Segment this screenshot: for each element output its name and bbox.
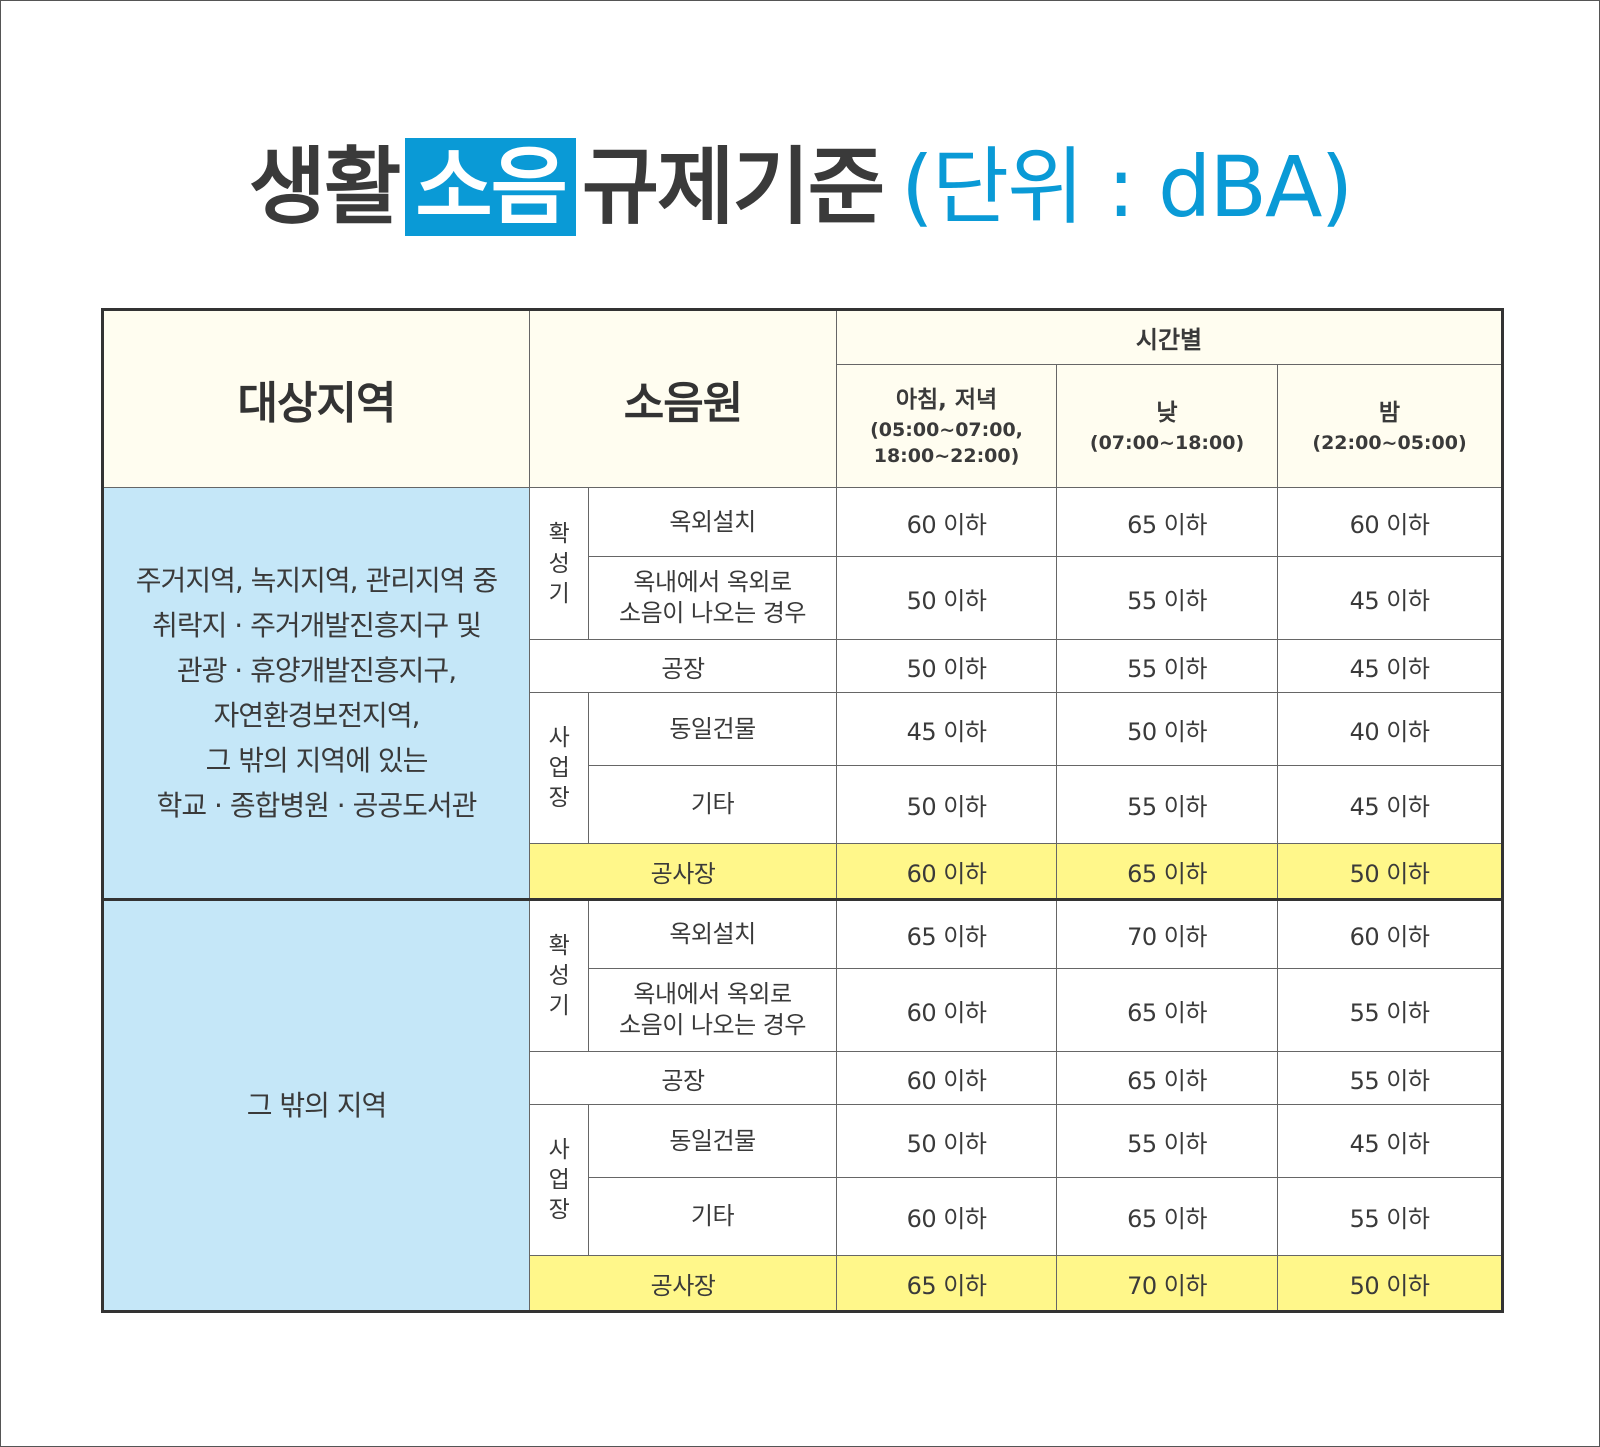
noise-source: 기타 <box>587 1177 838 1256</box>
target-area: 그 밖의 지역 <box>102 898 530 1312</box>
limit-value: 60 이하 <box>836 1051 1058 1105</box>
noise-source: 동일건물 <box>587 1104 838 1178</box>
limit-value: 70 이하 <box>1056 898 1279 969</box>
page-title: 생활 소음 규제기준 (단위 : dBA) <box>0 120 1600 241</box>
limit-value: 50 이하 <box>836 765 1058 844</box>
limit-value: 55 이하 <box>1056 639 1279 693</box>
noise-source: 동일건물 <box>587 692 838 766</box>
table-row: 주거지역, 녹지지역, 관리지역 중 취락지 · 주거개발진흥지구 및 관광 ·… <box>102 487 1504 900</box>
header-period-night: 밤 (22:00~05:00) <box>1277 364 1504 488</box>
noise-source: 옥내에서 옥외로 소음이 나오는 경우 <box>587 556 838 640</box>
limit-value: 65 이하 <box>1056 487 1279 557</box>
table-row: 공장 60 이하 65 이하 55 이하 <box>103 1051 1504 1105</box>
source-group-loudspeaker: 확성기 <box>529 898 589 1052</box>
limit-value: 55 이하 <box>1056 556 1279 640</box>
header-period-day: 낮 (07:00~18:00) <box>1056 364 1279 488</box>
limit-value: 65 이하 <box>1056 1051 1279 1105</box>
limit-value: 60 이하 <box>1277 898 1504 969</box>
header-source: 소음원 <box>528 309 838 488</box>
table-row: 사업장 동일건물 45 이하 50 이하 40 이하 <box>103 692 1504 844</box>
title-part2: 규제기준 <box>581 138 885 236</box>
header-time: 시간별 <box>836 309 1504 365</box>
limit-value: 60 이하 <box>1277 487 1504 557</box>
limit-value: 50 이하 <box>1056 692 1279 766</box>
table-row: 옥내에서 옥외로 소음이 나오는 경우 50 이하 55 이하 45 이하 <box>103 556 1504 640</box>
limit-value: 45 이하 <box>1277 556 1504 640</box>
noise-source: 공사장 <box>528 843 838 900</box>
limit-value: 50 이하 <box>836 1104 1058 1178</box>
limit-value: 45 이하 <box>1277 1104 1504 1178</box>
noise-source: 기타 <box>587 765 838 844</box>
target-area: 주거지역, 녹지지역, 관리지역 중 취락지 · 주거개발진흥지구 및 관광 ·… <box>102 487 530 900</box>
noise-standard-table: 대상지역 소음원 시간별 아침, 저녁 (05:00~07:00, 18:00~2… <box>101 308 1505 1313</box>
table-row: 기타 60 이하 65 이하 55 이하 <box>103 1177 1504 1256</box>
table-row: 그 밖의 지역 확성기 옥외설치 65 이하 70 이하 60 이하 <box>102 898 1504 1312</box>
source-group-workplace: 사업장 <box>529 1104 589 1256</box>
limit-value: 55 이하 <box>1277 1177 1504 1256</box>
table-row: 옥내에서 옥외로 소음이 나오는 경우 60 이하 65 이하 55 이하 <box>103 968 1504 1052</box>
limit-value: 60 이하 <box>836 968 1058 1052</box>
header-area: 대상지역 <box>102 309 530 488</box>
source-group-workplace: 사업장 <box>529 692 589 844</box>
source-group-loudspeaker: 확성기 <box>529 487 589 640</box>
limit-value: 65 이하 <box>836 898 1058 969</box>
limit-value: 65 이하 <box>836 1255 1058 1312</box>
limit-value: 55 이하 <box>1056 1104 1279 1178</box>
limit-value: 65 이하 <box>1056 1177 1279 1256</box>
noise-source: 공장 <box>528 1051 838 1105</box>
limit-value: 45 이하 <box>1277 639 1504 693</box>
table-row: 공장 50 이하 55 이하 45 이하 <box>103 639 1504 693</box>
noise-source: 옥내에서 옥외로 소음이 나오는 경우 <box>587 968 838 1052</box>
noise-source: 공장 <box>528 639 838 693</box>
table-row: 기타 50 이하 55 이하 45 이하 <box>103 765 1504 844</box>
limit-value: 50 이하 <box>1277 843 1504 900</box>
limit-value: 45 이하 <box>836 692 1058 766</box>
limit-value: 60 이하 <box>836 1177 1058 1256</box>
limit-value: 65 이하 <box>1056 968 1279 1052</box>
table-row: 공사장 60 이하 65 이하 50 이하 <box>103 843 1504 900</box>
limit-value: 45 이하 <box>1277 765 1504 844</box>
title-highlight: 소음 <box>405 138 576 236</box>
limit-value: 50 이하 <box>836 639 1058 693</box>
limit-value: 50 이하 <box>836 556 1058 640</box>
limit-value: 40 이하 <box>1277 692 1504 766</box>
limit-value: 65 이하 <box>1056 843 1279 900</box>
limit-value: 60 이하 <box>836 843 1058 900</box>
noise-source: 옥외설치 <box>587 487 838 557</box>
limit-value: 55 이하 <box>1056 765 1279 844</box>
noise-source: 공사장 <box>528 1255 838 1312</box>
table-row: 공사장 65 이하 70 이하 50 이하 <box>103 1255 1504 1312</box>
noise-source: 옥외설치 <box>587 898 838 969</box>
limit-value: 50 이하 <box>1277 1255 1504 1312</box>
title-part1: 생활 <box>248 138 402 236</box>
limit-value: 70 이하 <box>1056 1255 1279 1312</box>
limit-value: 55 이하 <box>1277 1051 1504 1105</box>
title-unit: (단위 : dBA) <box>901 138 1353 236</box>
header-period-morning-evening: 아침, 저녁 (05:00~07:00, 18:00~22:00) <box>836 364 1058 488</box>
table-row: 사업장 동일건물 50 이하 55 이하 45 이하 <box>103 1104 1504 1256</box>
limit-value: 60 이하 <box>836 487 1058 557</box>
limit-value: 55 이하 <box>1277 968 1504 1052</box>
